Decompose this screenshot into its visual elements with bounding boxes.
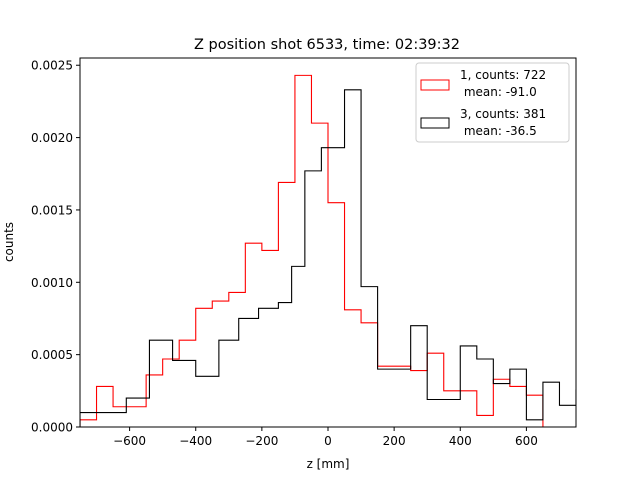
- y-tick-label: 0.0000: [31, 421, 73, 435]
- y-tick-label: 0.0020: [31, 131, 73, 145]
- legend-label-series-1: 1, counts: 722: [460, 68, 546, 82]
- x-tick-label: −600: [113, 434, 146, 448]
- legend-swatch-series-1: [420, 79, 450, 91]
- x-tick-label: 600: [515, 434, 538, 448]
- legend-mean-series-1: mean: -91.0: [460, 85, 537, 99]
- x-tick-label: 400: [449, 434, 472, 448]
- legend-swatch-series-3: [420, 117, 450, 129]
- x-axis-label: z [mm]: [307, 457, 350, 471]
- series-3-step-line: [80, 89, 576, 427]
- legend-mean-series-3: mean: -36.5: [460, 124, 537, 138]
- y-axis-label: counts: [2, 222, 16, 262]
- legend-frame: [415, 62, 570, 143]
- x-tick-label: 0: [324, 434, 332, 448]
- x-tick-label: −400: [179, 434, 212, 448]
- x-tick-label: −200: [245, 434, 278, 448]
- x-tick-label: 200: [383, 434, 406, 448]
- y-tick-label: 0.0015: [31, 203, 73, 217]
- y-tick-label: 0.0025: [31, 59, 73, 73]
- chart-title: Z position shot 6533, time: 02:39:32: [194, 37, 460, 53]
- series-1-step-line: [80, 74, 576, 427]
- legend-label-series-3: 3, counts: 381: [460, 107, 546, 121]
- series-layer: [80, 74, 576, 427]
- axes-layer: −600 −400 −200 0 200 400 600 0.0000 0.0005 0.0010…: [31, 57, 577, 448]
- y-tick-label: 0.0005: [31, 348, 73, 362]
- legend: 1, counts: 722 mean: -91.0 3, counts: 38…: [415, 62, 570, 143]
- y-tick-label: 0.0010: [31, 276, 73, 290]
